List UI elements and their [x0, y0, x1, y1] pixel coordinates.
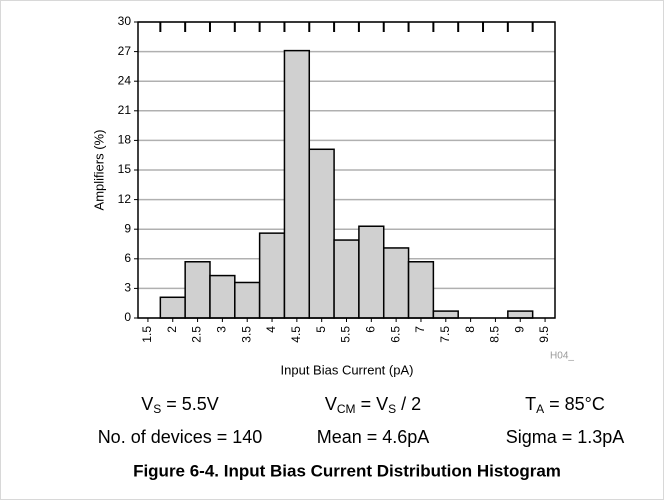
figure-code: H04_ [550, 351, 574, 362]
y-tick-label: 27 [118, 44, 132, 58]
x-tick-label: 7 [413, 326, 427, 333]
bar [184, 261, 211, 319]
bar [258, 232, 286, 319]
x-tick-label: 1.5 [140, 326, 154, 343]
y-tick-label: 3 [124, 281, 131, 295]
annotation-text: T [525, 394, 536, 414]
bar [382, 247, 410, 319]
annotation: VCM = VS / 2 [325, 394, 421, 416]
annotation-text: = 85°C [544, 394, 605, 414]
x-tick-label: 8.5 [488, 326, 502, 343]
annotation-text: Mean = 4.6pA [317, 427, 430, 447]
annotation-text: = 5.5V [161, 394, 219, 414]
y-tick-label: 12 [118, 192, 132, 206]
annotation-text: V [141, 394, 153, 414]
annotation-text: No. of devices = 140 [98, 427, 263, 447]
bar [283, 49, 311, 319]
x-tick-label: 6 [363, 326, 377, 333]
bar [507, 310, 534, 319]
bar [234, 281, 261, 319]
y-axis-label: Amplifiers (%) [91, 130, 106, 211]
subscript: CM [337, 402, 356, 416]
bar [358, 225, 385, 319]
x-tick-label: 8 [463, 326, 477, 333]
annotation: Sigma = 1.3pA [506, 427, 625, 447]
annotation: VS = 5.5V [141, 394, 219, 416]
y-tick-label: 24 [118, 73, 132, 87]
y-tick-label: 0 [124, 310, 131, 324]
annotation: No. of devices = 140 [98, 427, 263, 447]
x-tick-label: 4 [264, 326, 278, 333]
annotation-text: V [325, 394, 337, 414]
bar [209, 274, 236, 319]
x-tick-label: 5.5 [339, 326, 353, 343]
y-tick-label: 6 [124, 251, 131, 265]
x-tick-label: 6.5 [388, 326, 402, 343]
x-tick-label: 5 [314, 326, 328, 333]
y-tick-label: 21 [118, 103, 132, 117]
bar [159, 296, 186, 319]
annotation: TA = 85°C [525, 394, 605, 416]
subscript: S [388, 402, 396, 416]
y-tick-label: 18 [118, 133, 132, 147]
annotation-text: / 2 [396, 394, 421, 414]
annotation-text: Sigma = 1.3pA [506, 427, 625, 447]
x-tick-label: 3 [215, 326, 229, 333]
x-tick-label: 2.5 [190, 326, 204, 343]
x-tick-label: 4.5 [289, 326, 303, 343]
x-tick-label: 9 [512, 326, 526, 333]
y-tick-label: 15 [118, 162, 132, 176]
caption: Figure 6-4. Input Bias Current Distribut… [133, 461, 561, 480]
subscript: S [153, 402, 161, 416]
x-tick-label: 2 [165, 326, 179, 333]
x-tick-label: 7.5 [438, 326, 452, 343]
bar [308, 148, 335, 319]
y-tick-label: 9 [124, 221, 131, 235]
annotation-text: = V [356, 394, 389, 414]
subscript: A [536, 402, 544, 416]
x-tick-label: 9.5 [537, 326, 551, 343]
annotation: Mean = 4.6pA [317, 427, 430, 447]
x-tick-label: 3.5 [239, 326, 253, 343]
x-axis-label: Input Bias Current (pA) [281, 362, 414, 377]
bar [432, 310, 459, 319]
bar [333, 239, 360, 319]
y-tick-label: 30 [118, 14, 132, 28]
bar [407, 261, 435, 319]
plot-frame [137, 21, 556, 319]
